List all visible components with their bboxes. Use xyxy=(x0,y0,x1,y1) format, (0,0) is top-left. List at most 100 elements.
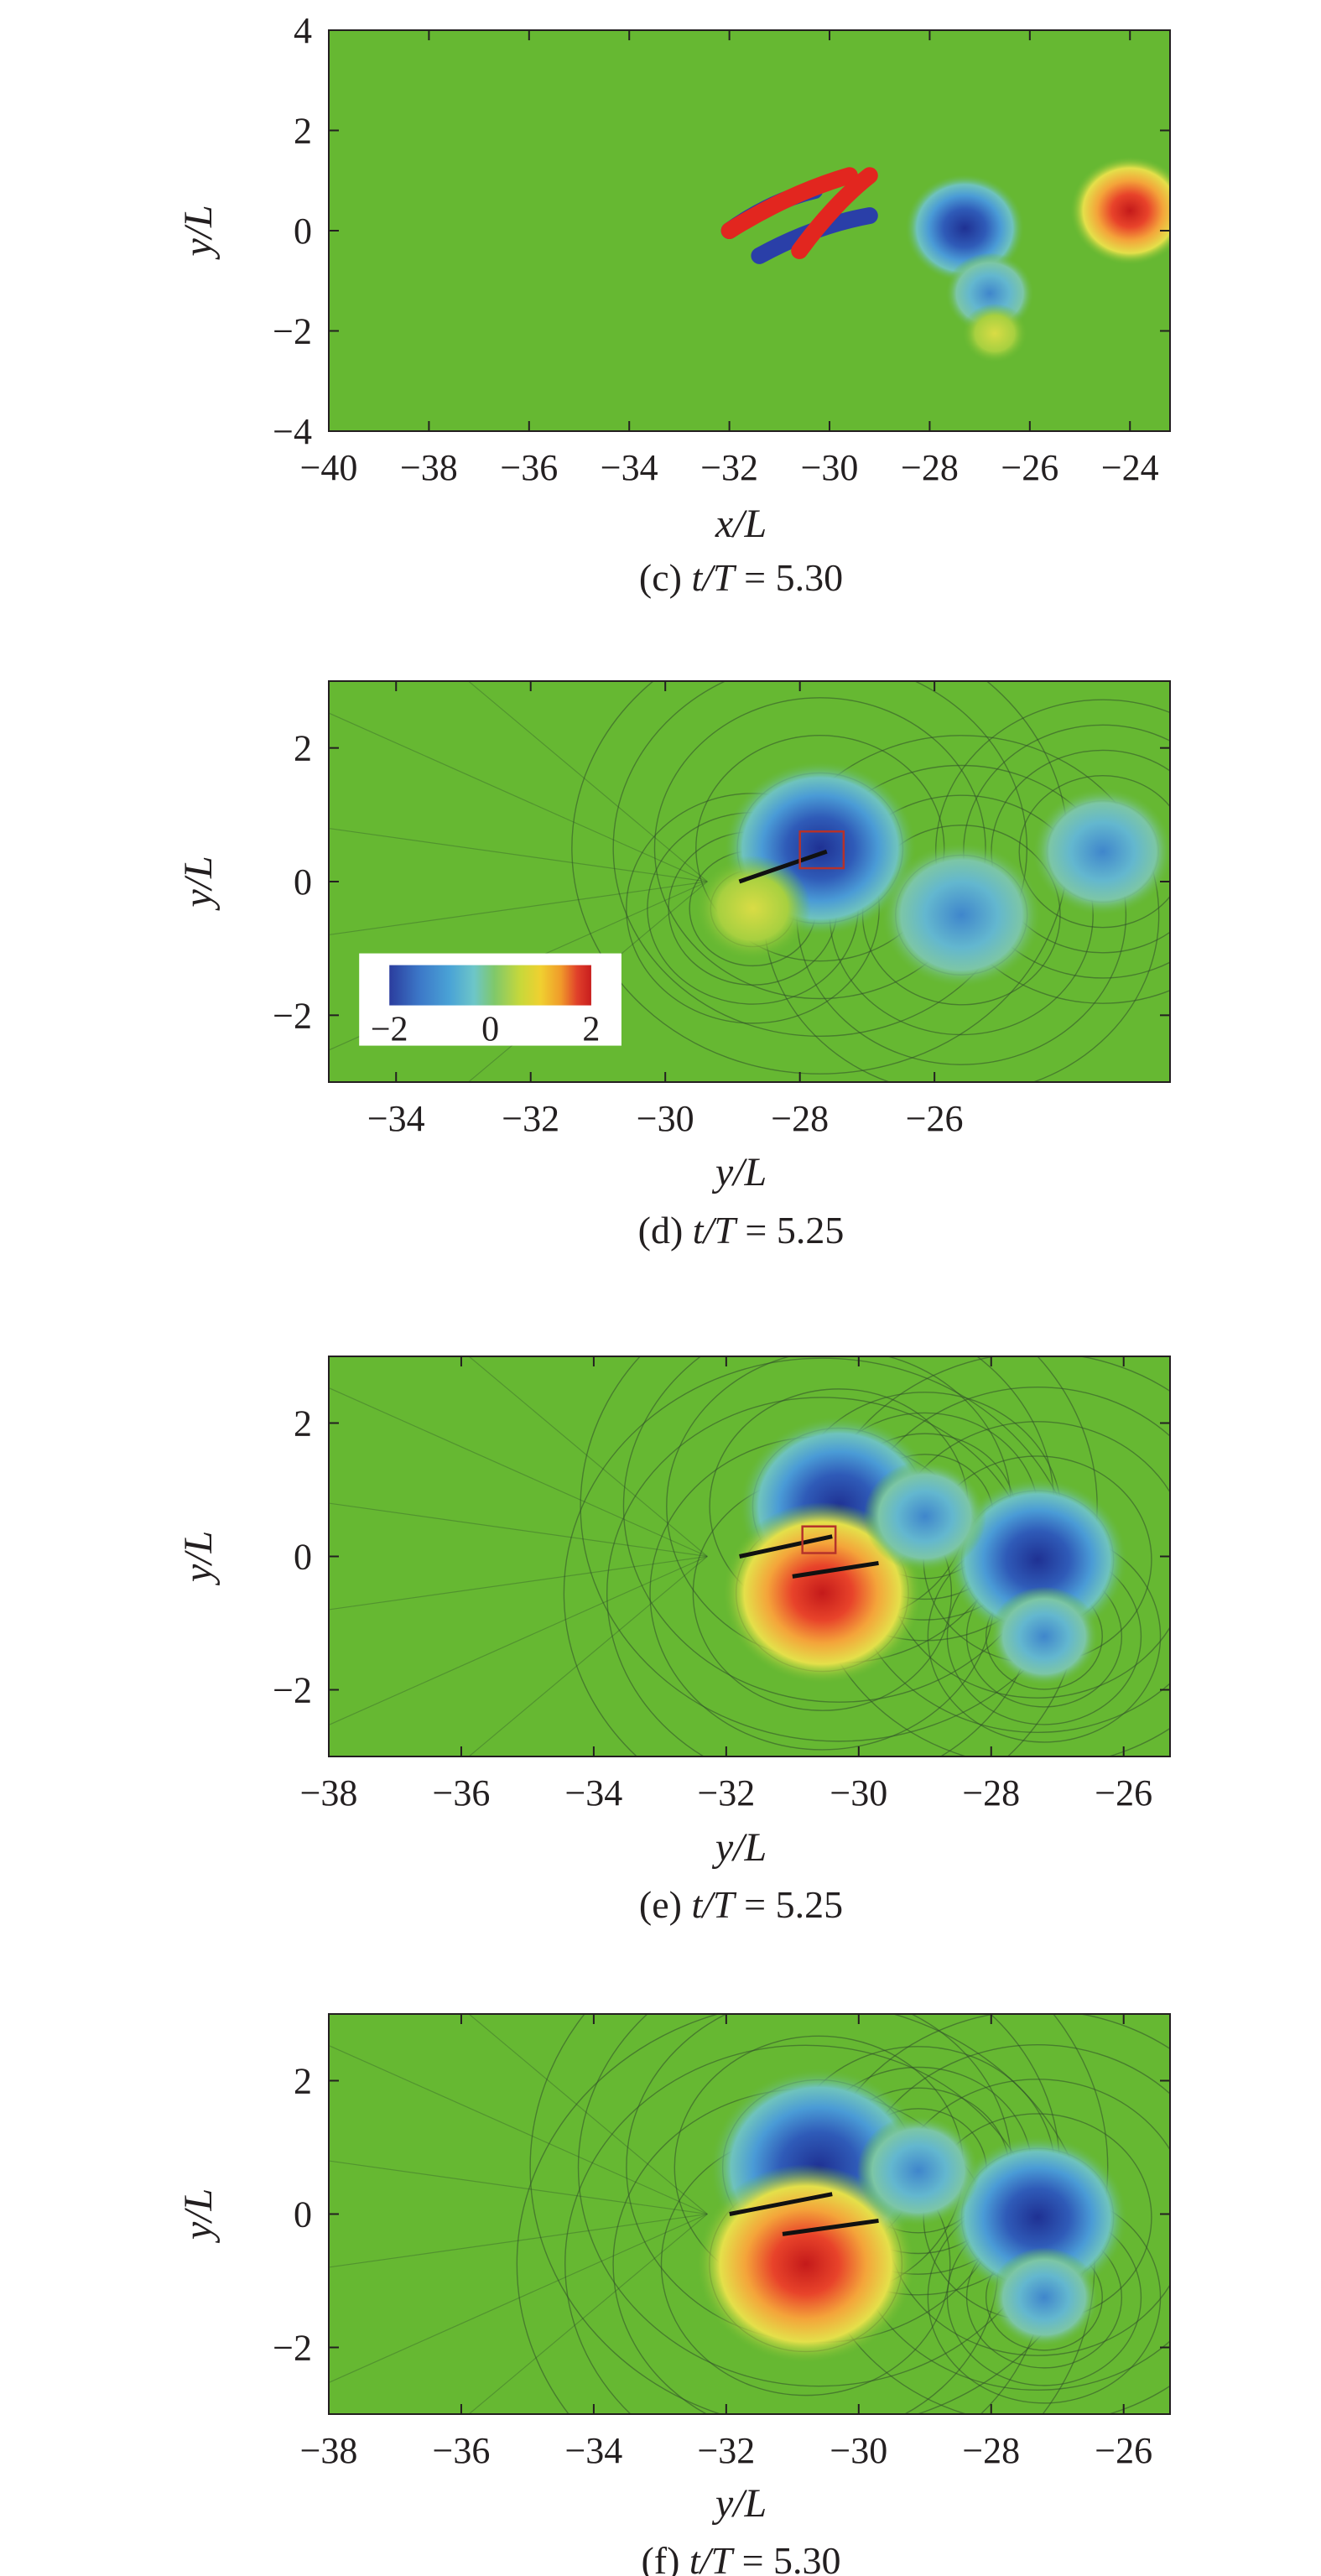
x-axis-label: y/L xyxy=(711,2481,767,2526)
y-tick-label: 2 xyxy=(294,111,312,152)
x-tick-label: −34 xyxy=(564,2430,622,2471)
caption-variable: t/T xyxy=(693,1209,739,1252)
vortex-negative-2 xyxy=(947,1477,1128,1642)
streamline xyxy=(329,2160,708,2215)
vortex-negative-2 xyxy=(947,2135,1128,2300)
y-axis-label: y/L xyxy=(176,205,221,260)
vorticity-field xyxy=(329,1356,1170,1756)
y-tick-label: −2 xyxy=(273,995,312,1036)
streamline xyxy=(329,2213,708,2268)
highlight-box xyxy=(801,1525,837,1554)
vortex-sheet-positive-3 xyxy=(791,167,878,259)
streamline xyxy=(329,2044,708,2215)
caption-prefix: (c) xyxy=(639,556,692,599)
panel-e: −38 −36 −34 −32 −30 −28 −26 −2 0 2 y/L y/L (e) t/T =… xyxy=(176,1356,1171,1926)
streamline xyxy=(468,1356,708,1557)
x-tick-label: −24 xyxy=(1101,447,1159,488)
x-tick-label: −38 xyxy=(300,1772,358,1814)
x-tick-label: −28 xyxy=(771,1098,829,1139)
caption-variable: t/T xyxy=(689,2539,736,2576)
streamline xyxy=(468,2014,708,2214)
y-tick-label: 0 xyxy=(294,1537,312,1578)
streamline xyxy=(468,1556,708,1756)
y-tick-label: −2 xyxy=(273,311,312,352)
x-tick-label: −30 xyxy=(637,1098,694,1139)
x-tick-label: −38 xyxy=(400,447,458,488)
streamline xyxy=(468,2214,708,2414)
panel-f: −38 −36 −34 −32 −30 −28 −26 −2 0 2 y/L y/L (f) t/T =… xyxy=(176,2013,1171,2576)
vortex-negative-3 xyxy=(856,2115,980,2227)
x-tick-label: −30 xyxy=(830,2430,887,2471)
foil-lower xyxy=(782,2218,879,2236)
foil-plates xyxy=(729,2192,879,2236)
x-tick-label: −34 xyxy=(564,1772,622,1814)
vortex-positive-3 xyxy=(694,855,811,961)
streamline xyxy=(329,1555,708,1611)
y-tick-label: 2 xyxy=(294,1403,312,1444)
x-tick-label: −36 xyxy=(433,1772,491,1814)
panel-caption: (d) t/T = 5.25 xyxy=(638,1209,845,1252)
caption-variable: t/T xyxy=(691,1883,737,1926)
x-tick-label: −30 xyxy=(830,1772,887,1814)
streamline xyxy=(329,2213,708,2384)
panel-caption: (e) t/T = 5.25 xyxy=(639,1883,843,1926)
caption-value: = 5.30 xyxy=(732,2539,840,2576)
colorbar-tick-label: −2 xyxy=(371,1011,408,1049)
x-tick-label: −26 xyxy=(1001,447,1058,488)
colorbar: −2 0 2 xyxy=(359,953,621,1049)
x-tick-label: −40 xyxy=(300,447,358,488)
foil-plates xyxy=(739,1534,879,1579)
foil-lower xyxy=(792,1560,879,1579)
y-axis-label: y/L xyxy=(176,2188,221,2244)
vorticity-field xyxy=(720,156,1170,364)
y-tick-label: 2 xyxy=(294,2061,312,2102)
x-axis-label: y/L xyxy=(711,1825,767,1870)
caption-prefix: (e) xyxy=(639,1883,692,1926)
foil-upper xyxy=(739,1534,833,1559)
foil xyxy=(738,849,828,884)
vortex-negative-4 xyxy=(989,2247,1100,2348)
x-tick-label: −32 xyxy=(697,1772,755,1814)
y-tick-label: 0 xyxy=(294,2194,312,2235)
x-tick-label: −36 xyxy=(500,447,558,488)
y-axis-label: y/L xyxy=(176,856,221,911)
streamline xyxy=(329,1387,708,1558)
x-tick-label: −28 xyxy=(901,447,959,488)
streamline xyxy=(329,712,708,882)
panel-caption: (c) t/T = 5.30 xyxy=(639,556,843,599)
vortex-positive-1 xyxy=(695,2164,916,2365)
vortex-negative-3 xyxy=(863,1460,986,1573)
streamline xyxy=(329,827,708,882)
vortex-negative-1 xyxy=(881,841,1043,989)
x-tick-label: −32 xyxy=(502,1098,559,1139)
x-tick-label: −28 xyxy=(962,2430,1020,2471)
y-tick-label: −4 xyxy=(273,411,312,452)
x-tick-label: −26 xyxy=(1095,2430,1152,2471)
vorticity-field xyxy=(329,681,1170,1082)
x-tick-label: −32 xyxy=(697,2430,755,2471)
caption-value: = 5.25 xyxy=(735,1883,843,1926)
x-tick-label: −26 xyxy=(1095,1772,1152,1814)
x-tick-label: −26 xyxy=(906,1098,964,1139)
x-tick-label: −30 xyxy=(801,447,859,488)
contour-line xyxy=(1018,774,1170,929)
x-tick-label: −36 xyxy=(433,2430,491,2471)
streamline xyxy=(329,1502,708,1558)
colorbar-gradient xyxy=(389,965,591,1006)
streamline xyxy=(467,681,708,882)
y-axis-label: y/L xyxy=(176,1531,221,1586)
y-tick-label: 0 xyxy=(294,211,312,252)
vorticity-field xyxy=(329,2014,1170,2414)
colorbar-tick-label: 0 xyxy=(481,1011,499,1049)
highlight-box xyxy=(798,830,845,870)
foil-upper xyxy=(729,2192,833,2216)
vortex-sheet-positive-1 xyxy=(720,167,858,239)
x-tick-label: −34 xyxy=(367,1098,425,1139)
x-tick-label: −34 xyxy=(601,447,658,488)
caption-variable: t/T xyxy=(691,556,737,599)
streamline xyxy=(329,1555,708,1726)
y-tick-label: 4 xyxy=(294,10,312,51)
x-tick-label: −32 xyxy=(700,447,758,488)
caption-prefix: (d) xyxy=(638,1209,693,1252)
